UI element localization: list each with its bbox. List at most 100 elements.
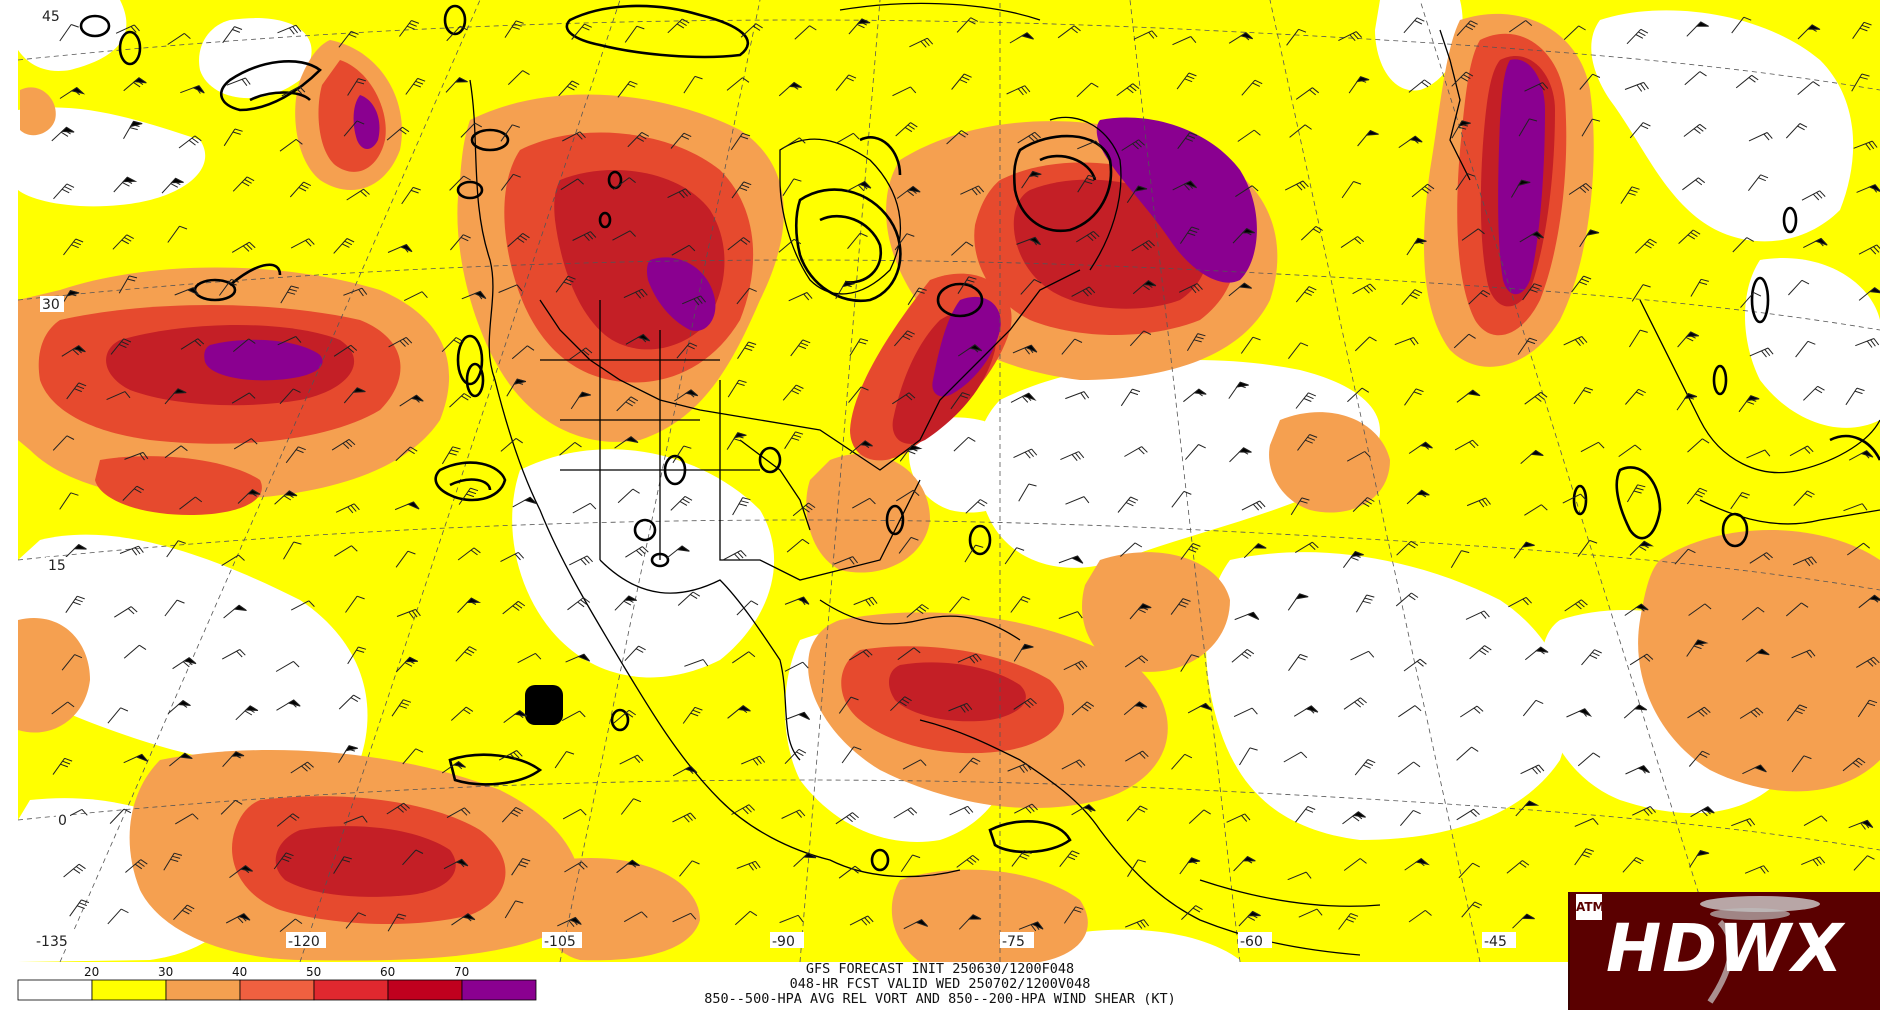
wind-barb — [572, 502, 591, 514]
wind-barb-feather — [1350, 913, 1359, 917]
wind-barb-pennant — [636, 333, 651, 342]
wind-barb-feather — [231, 278, 239, 283]
wind-barb-feather — [402, 126, 410, 133]
wind-barb — [1076, 82, 1092, 98]
wind-barb-feather — [1073, 909, 1082, 913]
wind-barb-feather — [1468, 333, 1476, 339]
wind-barb — [684, 659, 704, 667]
wind-barb-pennant — [454, 77, 468, 83]
wind-barb-pennant — [172, 388, 187, 394]
wind-barb-feather — [1472, 904, 1480, 909]
wind-barb-feather — [1138, 657, 1146, 664]
wind-barb-feather — [589, 502, 597, 510]
wind-barb — [279, 388, 294, 405]
wind-barb-feather — [1807, 557, 1814, 565]
wind-barb-feather — [802, 507, 810, 513]
wind-barb-feather — [1424, 910, 1432, 916]
wind-barb-feather — [245, 77, 251, 85]
wind-barb — [1240, 336, 1254, 354]
wind-barb-feather — [1070, 27, 1078, 34]
wind-barb-feather — [1309, 89, 1317, 96]
wind-barb-feather — [295, 449, 304, 454]
wind-barb-feather — [1639, 329, 1648, 333]
wind-barb-feather — [1129, 85, 1137, 92]
wind-barb-feather — [805, 504, 813, 511]
wind-barb-feather — [1687, 548, 1696, 554]
wind-barb-feather — [1074, 338, 1083, 343]
wind-barb — [1235, 185, 1253, 198]
wind-barb-feather — [347, 346, 355, 353]
wind-barb-feather — [123, 236, 132, 242]
wind-barb — [167, 32, 185, 45]
wind-barb-feather — [1247, 916, 1256, 921]
legend-tick-label: 50 — [306, 965, 321, 979]
wind-barb-feather — [965, 241, 974, 247]
wind-barb-feather — [287, 291, 296, 295]
wind-barb-feather — [1126, 87, 1134, 94]
wind-barb-feather — [1191, 226, 1200, 230]
wind-barb-feather — [628, 709, 636, 716]
wind-barb-feather — [1699, 71, 1707, 77]
wind-barb-pennant — [1695, 21, 1709, 27]
wind-barb-pennant — [344, 745, 358, 752]
wind-barb-feather — [1083, 391, 1090, 399]
wind-barb-feather — [752, 25, 761, 31]
wind-barb-feather — [1316, 908, 1323, 916]
wind-barb-feather — [176, 599, 185, 604]
wind-barb-pennant — [1133, 701, 1148, 708]
wind-barb-feather — [574, 441, 582, 448]
wind-barb-feather — [1021, 86, 1028, 94]
wind-barb-feather — [1139, 805, 1148, 810]
wind-barb-feather — [415, 849, 424, 854]
wind-barb-feather — [1303, 398, 1312, 402]
wind-barb-feather — [1413, 761, 1421, 768]
wind-barb-feather — [1075, 452, 1081, 460]
wind-barb-feather — [1592, 118, 1601, 122]
wind-barb-feather — [1746, 819, 1752, 827]
wind-barb-feather — [1073, 25, 1081, 32]
wind-barb-feather — [694, 706, 703, 711]
wind-barb — [275, 660, 294, 672]
wind-barb-feather — [404, 662, 413, 667]
wind-barb — [848, 386, 862, 403]
wind-barb-pennant — [858, 180, 872, 189]
wind-barb-feather — [676, 23, 685, 29]
wind-barb-feather — [961, 130, 969, 136]
wind-barb-feather — [405, 337, 413, 344]
wind-barb-feather — [679, 21, 687, 27]
wind-barb-pennant — [1070, 555, 1084, 564]
wind-barb-feather — [535, 653, 542, 660]
wind-barb — [900, 854, 913, 872]
wind-barb-feather — [1637, 484, 1646, 488]
wind-barb-feather — [745, 806, 752, 813]
wind-barb-feather — [1408, 543, 1416, 549]
wind-barb — [221, 554, 239, 567]
wind-barb — [1180, 654, 1192, 672]
wind-barb-feather — [1312, 541, 1319, 549]
wind-barb — [59, 24, 72, 42]
wind-barb-feather — [1363, 764, 1371, 769]
wind-barb-feather — [1352, 32, 1359, 40]
wind-barb-pennant — [1868, 184, 1880, 192]
wind-barb-feather — [1635, 856, 1644, 862]
wind-barb-feather — [738, 379, 747, 383]
wind-barb-feather — [1535, 766, 1542, 773]
wind-barb-feather — [910, 86, 917, 94]
wind-barb-feather — [1350, 556, 1359, 561]
wind-barb-feather — [411, 610, 418, 618]
wind-barb-feather — [1525, 20, 1533, 26]
wind-barb-feather — [851, 867, 859, 874]
wind-barb-feather — [968, 276, 977, 280]
wind-barb-feather — [1695, 179, 1703, 186]
wind-barb — [232, 338, 250, 352]
wind-barb-feather — [289, 27, 295, 35]
wind-barb-feather — [1699, 487, 1708, 492]
wind-barb-feather — [1137, 808, 1146, 813]
wind-barb-feather — [183, 33, 191, 39]
wind-barb-feather — [1363, 287, 1370, 294]
wind-barb-feather — [353, 503, 360, 511]
wind-barb-feather — [796, 751, 804, 757]
wind-barb-feather — [1458, 126, 1467, 130]
wind-barb-feather — [1190, 286, 1197, 294]
wind-barb-feather — [1698, 177, 1706, 184]
